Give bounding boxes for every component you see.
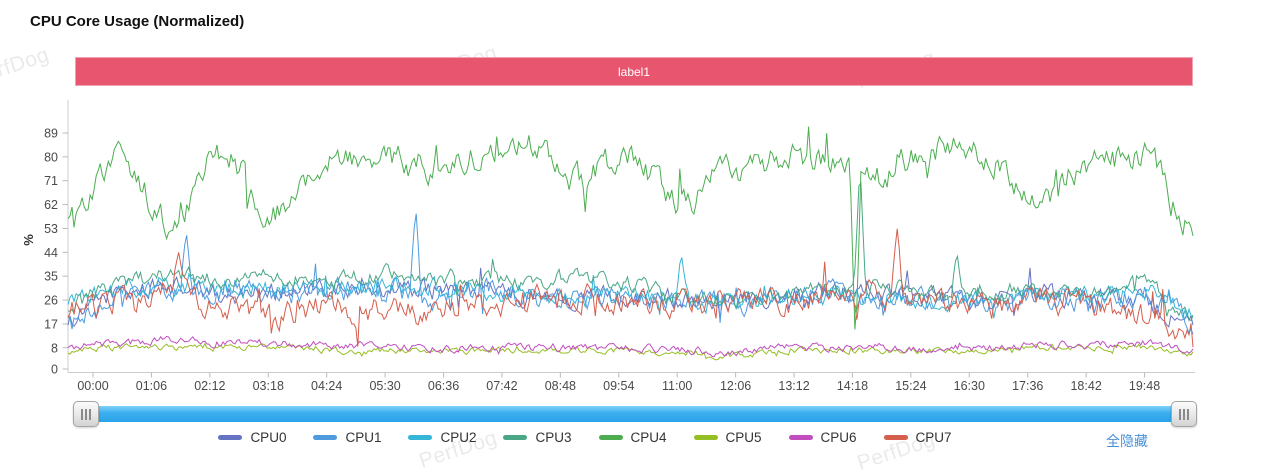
legend-label: CPU0	[250, 430, 287, 445]
time-range-scrollbar[interactable]	[73, 401, 1197, 427]
legend-label: CPU5	[725, 430, 762, 445]
series-line-cpu5	[67, 342, 1194, 361]
svg-text:16:30: 16:30	[954, 379, 985, 393]
svg-text:11:00: 11:00	[662, 379, 692, 393]
hide-all-link[interactable]: 全隐藏	[1106, 433, 1148, 449]
scrollbar-track[interactable]	[76, 406, 1194, 422]
series-line-cpu7	[67, 228, 1194, 348]
svg-text:17: 17	[44, 317, 58, 331]
svg-text:44: 44	[44, 246, 58, 260]
legend-swatch	[693, 435, 718, 440]
series-line-cpu1	[67, 213, 1194, 335]
series-line-cpu2	[67, 257, 1194, 320]
legend-item-cpu5[interactable]: CPU5	[693, 430, 762, 445]
svg-text:13:12: 13:12	[778, 379, 809, 393]
svg-text:05:30: 05:30	[369, 379, 400, 393]
legend-swatch	[503, 435, 528, 440]
legend-item-cpu6[interactable]: CPU6	[788, 430, 857, 445]
svg-text:04:24: 04:24	[311, 379, 342, 393]
svg-text:14:18: 14:18	[837, 379, 868, 393]
chart-legend: CPU0 CPU1 CPU2 CPU3 CPU4 CPU5 CPU6 CPU7	[75, 430, 1095, 445]
legend-swatch	[788, 435, 813, 440]
svg-text:89: 89	[44, 127, 58, 141]
svg-text:12:06: 12:06	[720, 379, 751, 393]
svg-text:26: 26	[44, 294, 58, 308]
svg-text:%: %	[21, 234, 36, 246]
svg-text:09:54: 09:54	[603, 379, 634, 393]
legend-item-cpu0[interactable]: CPU0	[218, 430, 286, 445]
svg-text:0: 0	[51, 363, 58, 377]
svg-text:15:24: 15:24	[895, 379, 926, 393]
svg-text:35: 35	[44, 270, 58, 284]
legend-item-cpu2[interactable]: CPU2	[408, 430, 476, 445]
svg-text:01:06: 01:06	[136, 379, 167, 393]
series-line-cpu4	[67, 126, 1194, 330]
legend-item-cpu1[interactable]: CPU1	[313, 430, 381, 445]
legend-label: CPU4	[630, 430, 667, 445]
scrollbar-right-handle[interactable]	[1171, 401, 1197, 427]
series-line-cpu3	[67, 181, 1194, 322]
svg-text:53: 53	[44, 222, 58, 236]
label-banner[interactable]: label1	[75, 57, 1193, 86]
legend-item-cpu4[interactable]: CPU4	[598, 430, 667, 445]
legend-label: CPU6	[820, 430, 857, 445]
svg-text:80: 80	[44, 150, 58, 164]
grip-icon	[81, 408, 91, 420]
svg-text:8: 8	[51, 341, 58, 355]
page-title: CPU Core Usage (Normalized)	[30, 13, 245, 30]
label-banner-text: label1	[617, 64, 651, 79]
legend-swatch	[883, 435, 908, 440]
legend-swatch	[313, 435, 338, 440]
grip-icon	[1179, 408, 1189, 420]
legend-item-cpu3[interactable]: CPU3	[503, 430, 572, 445]
legend-item-cpu7[interactable]: CPU7	[883, 430, 952, 445]
legend-label: CPU3	[535, 430, 572, 445]
series-line-cpu6	[67, 335, 1194, 358]
legend-swatch	[598, 435, 623, 440]
legend-swatch	[218, 435, 243, 440]
scrollbar-left-handle[interactable]	[73, 401, 99, 427]
svg-text:17:36: 17:36	[1012, 379, 1043, 393]
legend-label: CPU2	[440, 430, 477, 445]
svg-text:08:48: 08:48	[545, 379, 576, 393]
legend-label: CPU1	[345, 430, 382, 445]
svg-text:62: 62	[44, 198, 58, 212]
svg-text:00:00: 00:00	[77, 379, 108, 393]
legend-swatch	[408, 435, 433, 440]
svg-text:02:12: 02:12	[194, 379, 225, 393]
svg-text:06:36: 06:36	[428, 379, 459, 393]
legend-label: CPU7	[915, 430, 952, 445]
svg-text:19:48: 19:48	[1129, 379, 1160, 393]
svg-text:71: 71	[44, 174, 58, 188]
svg-text:03:18: 03:18	[253, 379, 284, 393]
svg-text:18:42: 18:42	[1070, 379, 1101, 393]
svg-text:07:42: 07:42	[486, 379, 517, 393]
